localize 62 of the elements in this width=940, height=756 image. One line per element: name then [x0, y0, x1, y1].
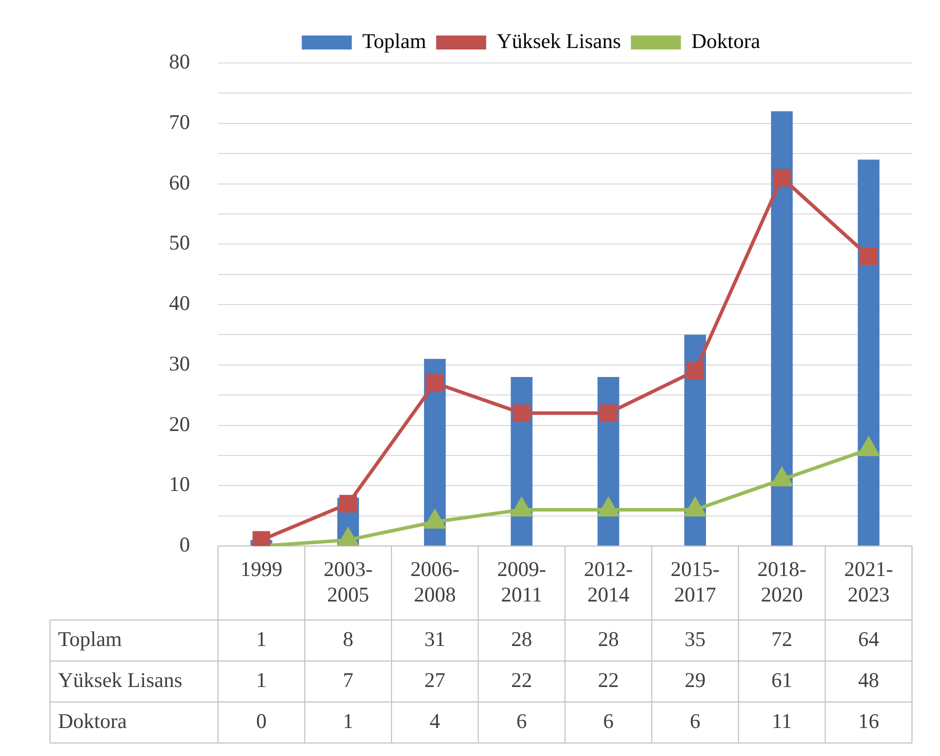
point [600, 404, 618, 422]
data-label: 64 [858, 627, 880, 652]
y-tick-label: 50 [169, 230, 190, 255]
data-label: 22 [511, 668, 532, 692]
point [858, 438, 880, 456]
x-tick-label: 2018-2020 [757, 557, 806, 606]
data-label: 31 [424, 627, 446, 652]
point [860, 247, 878, 266]
x-tick-label: 1999 [240, 557, 282, 582]
x-tick-label: 2009-2011 [497, 557, 546, 606]
y-tick-label: 40 [169, 291, 190, 316]
data-label: 11 [772, 709, 792, 734]
data-label: 1 [342, 709, 354, 734]
y-tick-label: 60 [169, 170, 190, 194]
data-label: 35 [684, 627, 706, 652]
data-label: 6 [690, 709, 700, 734]
x-tick-label: 2015-2017 [670, 557, 720, 606]
point [684, 498, 706, 517]
data-label: 72 [771, 627, 792, 652]
point [773, 168, 791, 187]
point [426, 374, 444, 392]
data-label: 1 [256, 627, 267, 652]
data-label: 29 [684, 668, 706, 692]
y-tick-label: 10 [169, 472, 190, 496]
x-tick-label: 2021-2023 [844, 557, 894, 606]
point [424, 510, 446, 529]
point [771, 468, 792, 486]
data-label: 4 [430, 709, 441, 734]
text: Doktora [58, 709, 127, 734]
y-tick-label: 80 [169, 50, 190, 74]
point [598, 498, 619, 517]
data-label: 61 [771, 668, 792, 692]
data-label: 7 [342, 668, 354, 692]
data-label: 1 [256, 668, 267, 692]
data-label: 28 [598, 627, 619, 652]
point [338, 528, 359, 546]
legend-label: Yüksek Lisans [496, 29, 621, 54]
point [686, 362, 704, 380]
data-label: 27 [424, 668, 446, 692]
y-tick-label: 30 [169, 351, 190, 376]
data-label: 16 [858, 709, 880, 734]
data-label: 22 [598, 668, 619, 692]
x-tick-label: 2012-2014 [584, 557, 633, 606]
y-tick-label: 0 [180, 532, 190, 557]
bar [771, 111, 793, 546]
text: Yüksek Lisans [58, 668, 182, 692]
bar [858, 160, 880, 546]
legend-label: Toplam [362, 29, 426, 54]
point [511, 498, 532, 517]
legend-label: Doktora [691, 29, 761, 54]
data-label: 6 [603, 709, 614, 734]
x-tick-label: 2003-2005 [324, 557, 373, 606]
data-label: 48 [858, 668, 880, 692]
data-label: 28 [511, 627, 532, 652]
data-label: 8 [342, 627, 354, 652]
data-label: 0 [256, 709, 267, 734]
point [512, 404, 530, 422]
text: Toplam [58, 627, 122, 652]
x-tick-label: 2006-2008 [410, 557, 460, 606]
y-tick-label: 70 [169, 110, 190, 134]
y-tick-label: 20 [169, 412, 190, 436]
data-label: 6 [516, 709, 527, 734]
